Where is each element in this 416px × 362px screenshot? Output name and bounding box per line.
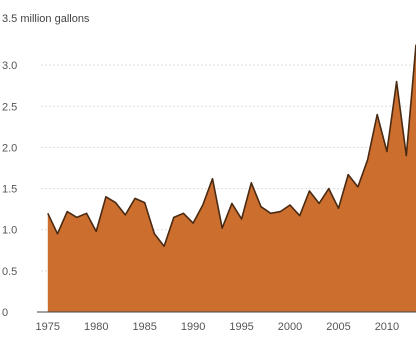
x-tick-label: 1980 — [84, 321, 108, 333]
y-tick-label: 1.5 — [2, 184, 17, 196]
x-tick-label: 2005 — [326, 321, 350, 333]
series-line — [47, 44, 416, 247]
x-tick-label: 1985 — [132, 321, 156, 333]
y-tick-label: 3.0 — [2, 60, 17, 72]
y-axis-ticks: 0 0.5 1.0 1.5 2.0 2.5 3.0 — [2, 60, 17, 319]
y-tick-label: 0.5 — [2, 266, 17, 278]
x-tick-label: 1975 — [36, 321, 60, 333]
y-tick-label: 2.0 — [2, 142, 17, 154]
x-tick-label: 2010 — [375, 321, 399, 333]
area-fill — [47, 44, 416, 312]
x-tick-label: 1990 — [181, 321, 205, 333]
area-series — [47, 44, 416, 312]
y-unit-label: 3.5 million gallons — [2, 13, 90, 25]
x-tick-label: 2000 — [278, 321, 302, 333]
x-axis-ticks: 1975 1980 1985 1990 1995 2000 2005 2010 — [36, 321, 400, 333]
y-tick-label: 1.0 — [2, 225, 17, 237]
y-tick-label: 2.5 — [2, 101, 17, 113]
x-tick-label: 1995 — [229, 321, 253, 333]
y-tick-label: 0 — [2, 307, 8, 319]
